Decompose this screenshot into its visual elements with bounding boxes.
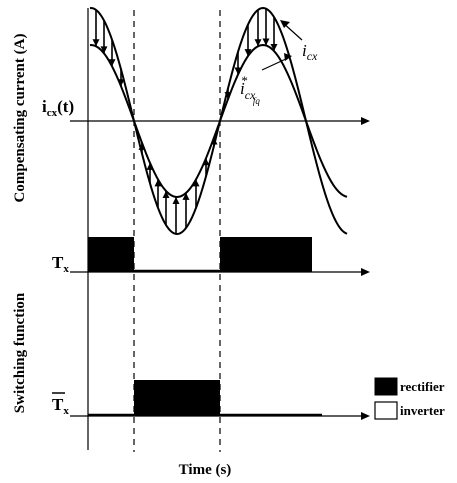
compensation-arrows	[92, 8, 278, 234]
compensation-arrow-head	[182, 192, 190, 200]
compensation-arrow-head	[108, 59, 116, 67]
legend-inverter-label: inverter	[400, 403, 445, 418]
legend-inverter-swatch	[374, 401, 398, 420]
y-axis-label-switching: Switching function	[12, 292, 28, 413]
icx-curve-label: icx	[302, 41, 318, 63]
tx-axis-arrowhead	[361, 268, 370, 276]
tx-rectifier-pulse-1	[88, 237, 134, 272]
compensation-arrow-head	[146, 162, 154, 170]
tx-rectifier-pulse-2	[220, 237, 312, 272]
y-axis-label-current: Compensating current (A)	[12, 34, 28, 203]
compensation-arrow-head	[100, 46, 108, 54]
icx-reference-waveform	[89, 43, 348, 199]
x-axis-label: Time (s)	[179, 462, 232, 478]
legend: rectifier inverter	[374, 377, 445, 420]
legend-rectifier-label: rectifier	[400, 379, 445, 394]
compensation-arrow-head	[270, 44, 278, 52]
compensation-arrow-head	[172, 196, 180, 204]
compensation-arrow-head	[234, 67, 242, 75]
compensation-arrow-head	[244, 49, 252, 57]
icx-pointer-head	[280, 20, 290, 28]
compensation-arrow-head	[254, 39, 262, 47]
compensation-arrow-head	[262, 38, 270, 46]
txbar-axis-label: Tx	[52, 395, 69, 417]
compensation-arrow-head	[192, 179, 200, 187]
icx-ref-pointer-head	[284, 53, 292, 61]
compensation-arrow-head	[224, 92, 232, 100]
icx-ref-pointer-line	[261, 57, 289, 71]
compensation-arrow-head	[202, 158, 210, 166]
compensation-arrow-head	[210, 137, 218, 145]
legend-rectifier-swatch	[374, 377, 398, 396]
txbar-rectifier-pulse	[134, 380, 220, 416]
compensation-arrow-head	[162, 190, 170, 198]
txbar-axis-arrowhead	[361, 412, 370, 420]
tx-axis-label: Tx	[52, 253, 69, 275]
current-axis-arrowhead	[361, 117, 370, 125]
compensation-arrow-head	[92, 39, 100, 47]
icx-axis-label: icx(t)	[42, 97, 74, 119]
compensation-arrow-head	[138, 142, 146, 150]
compensation-arrow-head	[117, 79, 125, 87]
icx-ref-curve-label: icx*fq	[240, 73, 260, 106]
compensation-arrow-head	[154, 179, 162, 187]
